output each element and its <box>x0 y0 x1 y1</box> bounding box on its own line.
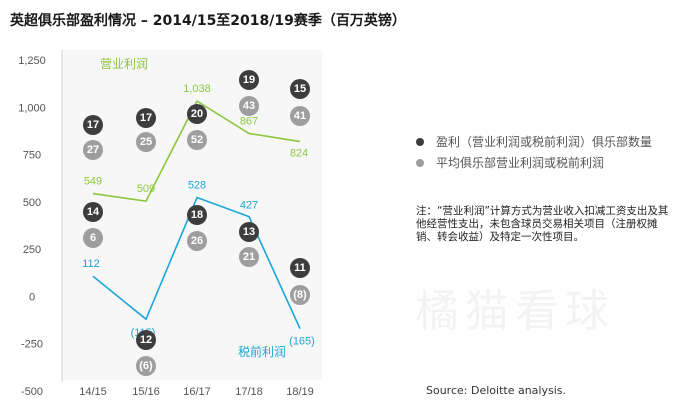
y-tick-label: 1,250 <box>18 55 46 67</box>
pretax-average-bubble-label: 6 <box>90 232 96 244</box>
x-tick-label: 17/18 <box>235 386 263 398</box>
chart-title: 英超俱乐部盈利情况 – 2014/15至2018/19赛季（百万英镑） <box>10 13 406 29</box>
pretax-average-bubble <box>187 231 207 251</box>
operating-club-count-bubble-label: 17 <box>140 112 152 124</box>
pretax-profit-data-label: 427 <box>240 200 258 212</box>
x-tick-label: 16/17 <box>183 386 211 398</box>
operating-average-bubble <box>239 96 259 116</box>
x-tick-label: 15/16 <box>132 386 160 398</box>
legend-label-average-profit: 平均俱乐部营业利润或税前利润 <box>436 156 605 170</box>
y-tick-label: -250 <box>21 339 43 351</box>
pretax-average-bubble-label: 21 <box>243 251 255 263</box>
watermark: 橘猫看球 <box>415 275 615 339</box>
pretax-average-bubble <box>136 356 156 376</box>
pretax-club-count-bubble-label: 13 <box>243 226 255 238</box>
grey-dot-icon <box>416 158 424 167</box>
operating-profit-data-label: 509 <box>137 183 155 195</box>
operating-average-bubble <box>290 106 310 126</box>
dark-dot-icon <box>416 137 424 146</box>
operating-club-count-bubble <box>290 79 310 99</box>
operating-average-bubble-label: 43 <box>243 100 255 112</box>
x-tick-label: 14/15 <box>79 386 107 398</box>
operating-profit-data-label: 1,038 <box>183 83 211 95</box>
x-tick-label: 18/19 <box>286 386 314 398</box>
operating-club-count-bubble <box>239 70 259 90</box>
pretax-club-count-bubble-label: 18 <box>191 209 203 221</box>
y-tick-label: 250 <box>23 244 41 256</box>
profitability-chart: -500 -250 0 250 500 750 1,000 1,250 14/15 15/16 16… <box>18 50 315 398</box>
y-tick-label: 750 <box>23 150 41 162</box>
operating-average-bubble-label: 27 <box>87 144 99 156</box>
pretax-club-count-bubble <box>136 330 156 350</box>
pretax-profit-data-label: 528 <box>188 180 206 192</box>
operating-profit-line <box>92 99 301 203</box>
pretax-profit-data-label: 112 <box>82 258 100 270</box>
pretax-club-count-bubble-label: 12 <box>140 334 152 346</box>
legend-item-average-profit: 平均俱乐部营业利润或税前利润 <box>416 154 604 171</box>
pretax-average-bubble <box>290 285 310 305</box>
operating-club-count-bubble-label: 15 <box>294 83 306 95</box>
pretax-club-count-bubble <box>83 202 103 222</box>
operating-club-count-bubble-label: 17 <box>87 119 99 131</box>
operating-club-count-bubble <box>187 104 207 124</box>
operating-profit-series-label: 营业利润 <box>100 57 148 71</box>
operating-average-bubble-label: 25 <box>140 136 152 148</box>
pretax-profit-data-label: (165) <box>289 336 315 348</box>
operating-club-count-bubble <box>136 108 156 128</box>
legend-item-club-count: 盈利（营业利润或税前利润）俱乐部数量 <box>416 133 652 150</box>
pretax-average-bubble <box>83 228 103 248</box>
pretax-average-bubble-label: 26 <box>191 235 203 247</box>
operating-profit-data-label: 824 <box>290 148 308 160</box>
y-tick-label: 0 <box>29 291 35 303</box>
pretax-average-bubble <box>239 247 259 267</box>
y-tick-label: 500 <box>23 197 41 209</box>
y-tick-label: -500 <box>21 386 43 398</box>
source-note: Source: Deloitte analysis. <box>426 384 566 397</box>
pretax-club-count-bubble <box>290 258 310 278</box>
footnote: 注：“营业利润”计算方式为营业收入扣减工资支出及其他经营性支出，未包含球员交易相… <box>416 205 669 243</box>
y-tick-label: 1,000 <box>18 102 46 114</box>
operating-average-bubble-label: 52 <box>191 134 203 146</box>
operating-average-bubble <box>136 132 156 152</box>
operating-profit-data-label: 867 <box>240 115 258 127</box>
operating-average-bubble <box>83 140 103 160</box>
pretax-club-count-bubble-label: 14 <box>87 206 100 218</box>
pretax-profit-series-label: 税前利润 <box>238 344 286 359</box>
pretax-club-count-bubble <box>187 205 207 225</box>
operating-club-count-bubble <box>83 115 103 135</box>
pretax-average-bubble-label: (8) <box>293 289 307 301</box>
operating-club-count-bubble-label: 20 <box>191 108 203 120</box>
pretax-club-count-bubble-label: 11 <box>294 262 306 274</box>
operating-average-bubble-label: 41 <box>294 110 306 122</box>
pretax-club-count-bubble <box>239 222 259 242</box>
legend-label-club-count: 盈利（营业利润或税前利润）俱乐部数量 <box>436 135 653 149</box>
operating-club-count-bubble-label: 19 <box>243 74 255 86</box>
pretax-average-bubble-label: (6) <box>139 360 153 372</box>
operating-average-bubble <box>187 130 207 150</box>
operating-profit-data-label: 549 <box>84 176 102 188</box>
pretax-profit-line <box>92 196 301 329</box>
